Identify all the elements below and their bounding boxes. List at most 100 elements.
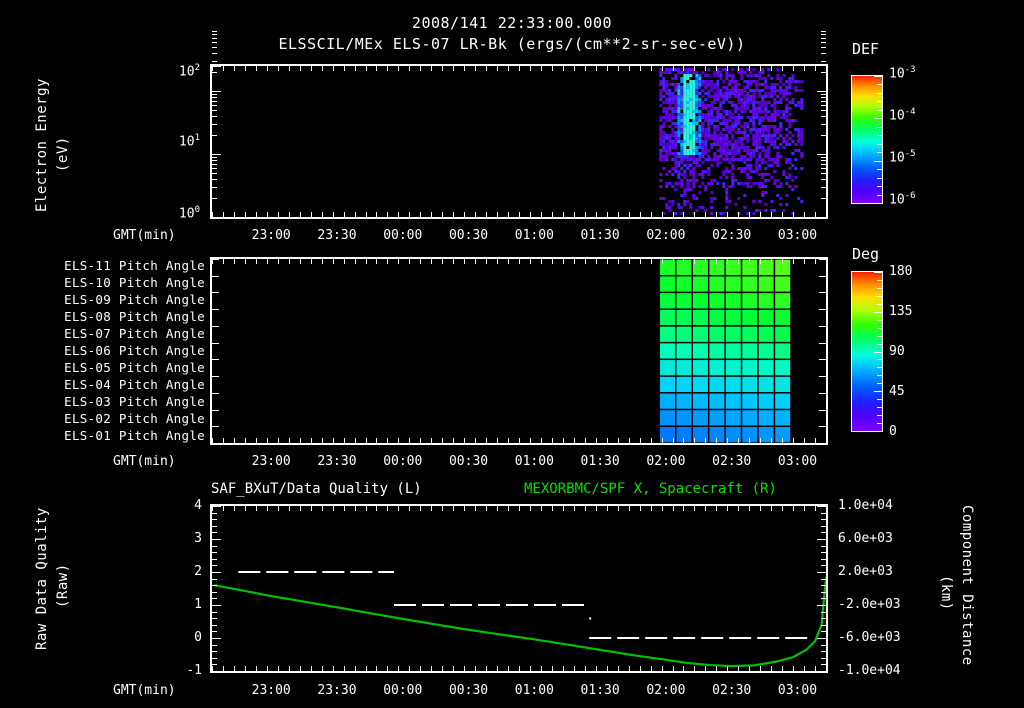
spectrogram-cell: [677, 155, 681, 158]
spectrogram-cell: [680, 128, 684, 131]
spectrogram-cell: [668, 71, 672, 74]
spectrogram-cell: [665, 146, 669, 149]
spectrogram-cell: [743, 149, 747, 152]
spectrogram-cell: [716, 149, 720, 152]
panel3-lineplot[interactable]: [210, 504, 828, 673]
spectrogram-cell: [662, 131, 666, 134]
xtick-label: 03:00: [777, 454, 818, 469]
spectrogram-cell: [665, 86, 669, 89]
spectrogram-cell: [776, 83, 780, 86]
spectrogram-cell: [665, 137, 669, 140]
panel2-colorbar-tick-0: 0: [889, 424, 897, 439]
spectrogram-cell: [722, 95, 726, 98]
spectrogram-cell: [698, 110, 702, 113]
spectrogram-cell: [683, 194, 687, 197]
spectrogram-cell: [713, 143, 717, 146]
spectrogram-cell: [782, 74, 786, 77]
spectrogram-cell: [794, 89, 798, 92]
spectrogram-cell: [701, 146, 705, 149]
spectrogram-cell: [725, 197, 729, 200]
spectrogram-cell: [704, 137, 708, 140]
spectrogram-cell: [662, 134, 666, 137]
spectrogram-cell: [698, 140, 702, 143]
panel1-spectrogram-plot[interactable]: [210, 64, 828, 219]
spectrogram-cell: [752, 200, 756, 203]
spectrogram-cell: [749, 95, 753, 98]
spectrogram-cell: [740, 143, 744, 146]
spectrogram-cell: [689, 110, 693, 113]
spectrogram-cell: [680, 146, 684, 149]
spectrogram-cell: [755, 149, 759, 152]
spectrogram-cell: [719, 77, 723, 80]
spectrogram-cell: [731, 152, 735, 155]
spectrogram-cell: [758, 167, 762, 170]
spectrogram-cell: [728, 92, 732, 95]
spectrogram-cell: [764, 86, 768, 89]
spectrogram-cell: [668, 200, 672, 203]
spectrogram-cell: [677, 122, 681, 125]
spectrogram-cell: [773, 209, 777, 212]
spectrogram-cell: [800, 155, 804, 158]
spectrogram-cell: [689, 164, 693, 167]
spectrogram-cell: [731, 155, 735, 158]
spectrogram-cell: [731, 176, 735, 179]
spectrogram-cell: [761, 173, 765, 176]
spectrogram-cell: [710, 116, 714, 119]
spectrogram-cell: [677, 182, 681, 185]
spectrogram-cell: [767, 68, 771, 71]
pitch-angle-cell: [773, 275, 792, 294]
spectrogram-cell: [737, 83, 741, 86]
spectrogram-cell: [755, 113, 759, 116]
spectrogram-cell: [662, 89, 666, 92]
spectrogram-cell: [758, 209, 762, 212]
spectrogram-cell: [674, 89, 678, 92]
spectrogram-cell: [734, 89, 738, 92]
spectrogram-cell: [770, 113, 774, 116]
pitch-angle-cell: [757, 275, 776, 294]
spectrogram-cell: [731, 77, 735, 80]
spectrogram-cell: [776, 194, 780, 197]
spectrogram-cell: [695, 164, 699, 167]
spectrogram-cell: [683, 71, 687, 74]
spectrogram-cell: [728, 152, 732, 155]
spectrogram-cell: [740, 68, 744, 71]
spectrogram-cell: [686, 155, 690, 158]
spectrogram-cell: [773, 182, 777, 185]
spectrogram-cell: [767, 140, 771, 143]
spectrogram-cell: [734, 92, 738, 95]
spectrogram-cell: [752, 119, 756, 122]
xtick-label: 23:00: [251, 454, 291, 469]
spectrogram-cell: [665, 89, 669, 92]
spectrogram-cell: [713, 116, 717, 119]
spectrogram-cell: [746, 137, 750, 140]
spectrogram-cell: [683, 158, 687, 161]
spectrogram-cell: [782, 95, 786, 98]
pitch-angle-cell: [675, 425, 693, 443]
spectrogram-cell: [767, 134, 771, 137]
spectrogram-cell: [740, 137, 744, 140]
spectrogram-cell: [785, 143, 789, 146]
spectrogram-cell: [746, 92, 750, 95]
panel2-pitchangle-plot[interactable]: [210, 257, 828, 445]
spectrogram-cell: [749, 98, 753, 101]
spectrogram-cell: [665, 152, 669, 155]
spectrogram-cell: [668, 119, 672, 122]
spectrogram-cell: [764, 125, 768, 128]
spectrogram-cell: [749, 185, 753, 188]
spectrogram-cell: [755, 143, 759, 146]
spectrogram-cell: [701, 149, 705, 152]
pitch-angle-cell: [757, 392, 776, 411]
spectrogram-cell: [704, 143, 708, 146]
spectrogram-cell: [785, 92, 789, 95]
spectrogram-cell: [659, 155, 663, 158]
spectrogram-cell: [785, 182, 789, 185]
spectrogram-cell: [731, 116, 735, 119]
spectrogram-cell: [704, 92, 708, 95]
spectrogram-cell: [752, 137, 756, 140]
spectrogram-cell: [713, 98, 717, 101]
spectrogram-cell: [704, 131, 708, 134]
pitch-angle-cell: [658, 259, 677, 277]
pitch-angle-cell: [691, 408, 710, 427]
spectrogram-cell: [728, 116, 732, 119]
spectrogram-cell: [734, 149, 738, 152]
